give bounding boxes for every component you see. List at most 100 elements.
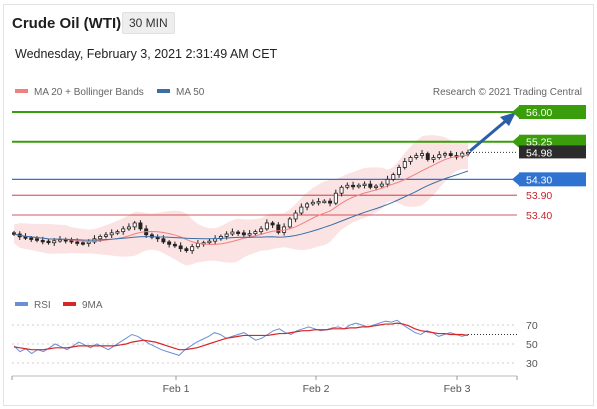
x-tick-label: Feb 2 (303, 383, 330, 395)
ma20-line (13, 154, 469, 245)
candle-body (236, 231, 241, 234)
candle-body (247, 233, 252, 236)
rsi-legend-label: RSI (34, 300, 51, 311)
candle-body (57, 239, 62, 242)
candle-body (264, 222, 269, 230)
candle-body (270, 222, 275, 226)
candle-body (466, 152, 470, 155)
candle-body (356, 184, 361, 188)
candle-body (345, 184, 350, 188)
candle-body (23, 236, 28, 239)
candle-body (408, 157, 413, 162)
candle-body (414, 155, 419, 158)
candle-body (75, 241, 80, 244)
candle-body (339, 186, 344, 194)
ma50-legend-swatch (157, 89, 170, 93)
candle-body (195, 243, 200, 248)
candle-body (207, 240, 212, 244)
candle-body (397, 167, 402, 175)
candle-body (253, 231, 258, 235)
candle-body (374, 185, 379, 188)
candle-body (305, 203, 310, 208)
ma9-legend-label: 9MA (82, 300, 103, 311)
resistance-badge-pointer (512, 135, 519, 148)
candle-body (126, 226, 131, 230)
candle-body (385, 178, 390, 185)
candle-body (80, 242, 85, 245)
candle-body (224, 233, 229, 237)
candle-body (190, 246, 195, 252)
target-arrow (469, 112, 516, 153)
candle-body (40, 239, 45, 243)
target-badge (519, 105, 586, 119)
pivot-badge (519, 172, 586, 187)
candle-body (149, 234, 154, 238)
candle-body (167, 241, 172, 245)
rsi-legend-swatch (15, 302, 28, 306)
candle-body (103, 234, 108, 237)
candle-body (328, 200, 333, 204)
candle-body (29, 237, 34, 240)
candle-body (259, 228, 264, 233)
timeframe-badge[interactable]: 30 MIN (122, 12, 175, 34)
candle-body (425, 153, 430, 160)
candle-body (351, 184, 356, 188)
credit-label: Research © 2021 Trading Central (433, 87, 582, 98)
candle-body (132, 222, 137, 228)
candle-body (115, 231, 120, 234)
candle-body (276, 224, 281, 233)
candle-body (402, 161, 407, 168)
candle-body (437, 154, 442, 158)
candle-body (448, 153, 453, 156)
candle-body (109, 232, 114, 236)
candle-body (86, 241, 91, 244)
rsi-tick-label: 50 (526, 339, 538, 351)
candle-body (293, 212, 298, 220)
support-label-4: 53.90 (526, 190, 552, 202)
candle-body (172, 243, 177, 247)
candle-body (52, 240, 57, 244)
x-tick-label: Feb 1 (163, 383, 190, 395)
rsi-line (13, 319, 469, 356)
candle-body (161, 238, 166, 243)
pivot-label: 54.30 (526, 174, 552, 186)
candle-body (333, 192, 338, 204)
ma20-legend-swatch (15, 89, 28, 93)
candle-body (178, 245, 183, 250)
candle-body (241, 232, 246, 236)
support-label-5: 53.40 (526, 210, 552, 222)
candle-body (379, 183, 384, 187)
last-price-label: 54.98 (526, 147, 552, 159)
timestamp: Wednesday, February 3, 2021 2:31:49 AM C… (15, 47, 278, 61)
candle-body (46, 240, 51, 244)
candle-body (184, 248, 189, 252)
rsi-tick-label: 30 (526, 358, 538, 370)
ma9-legend-swatch (63, 302, 76, 306)
candle-body (98, 235, 103, 240)
x-tick-label: Feb 3 (444, 383, 471, 395)
rsi-ma9-line (13, 322, 469, 351)
candle-body (155, 236, 160, 240)
instrument-title: Crude Oil (WTI) (12, 15, 122, 32)
candle-body (420, 153, 425, 156)
ma50-legend-label: MA 50 (176, 87, 205, 98)
candle-body (316, 201, 321, 204)
candle-body (443, 153, 447, 156)
candle-body (460, 152, 465, 157)
candle-body (230, 231, 235, 235)
candle-body (287, 218, 292, 228)
pivot-badge-pointer (512, 173, 519, 186)
candle-body (121, 228, 126, 233)
candle-body (431, 157, 436, 160)
candle-body (368, 183, 373, 188)
bollinger-band (14, 135, 468, 266)
ma20-legend-label: MA 20 + Bollinger Bands (34, 87, 144, 98)
target-label: 56.00 (526, 107, 552, 119)
candle-body (35, 238, 39, 241)
target-badge-pointer (512, 106, 519, 118)
candle-body (391, 174, 396, 180)
candle-body (299, 206, 304, 214)
candle-body (322, 200, 327, 204)
ma50-line (13, 170, 469, 241)
